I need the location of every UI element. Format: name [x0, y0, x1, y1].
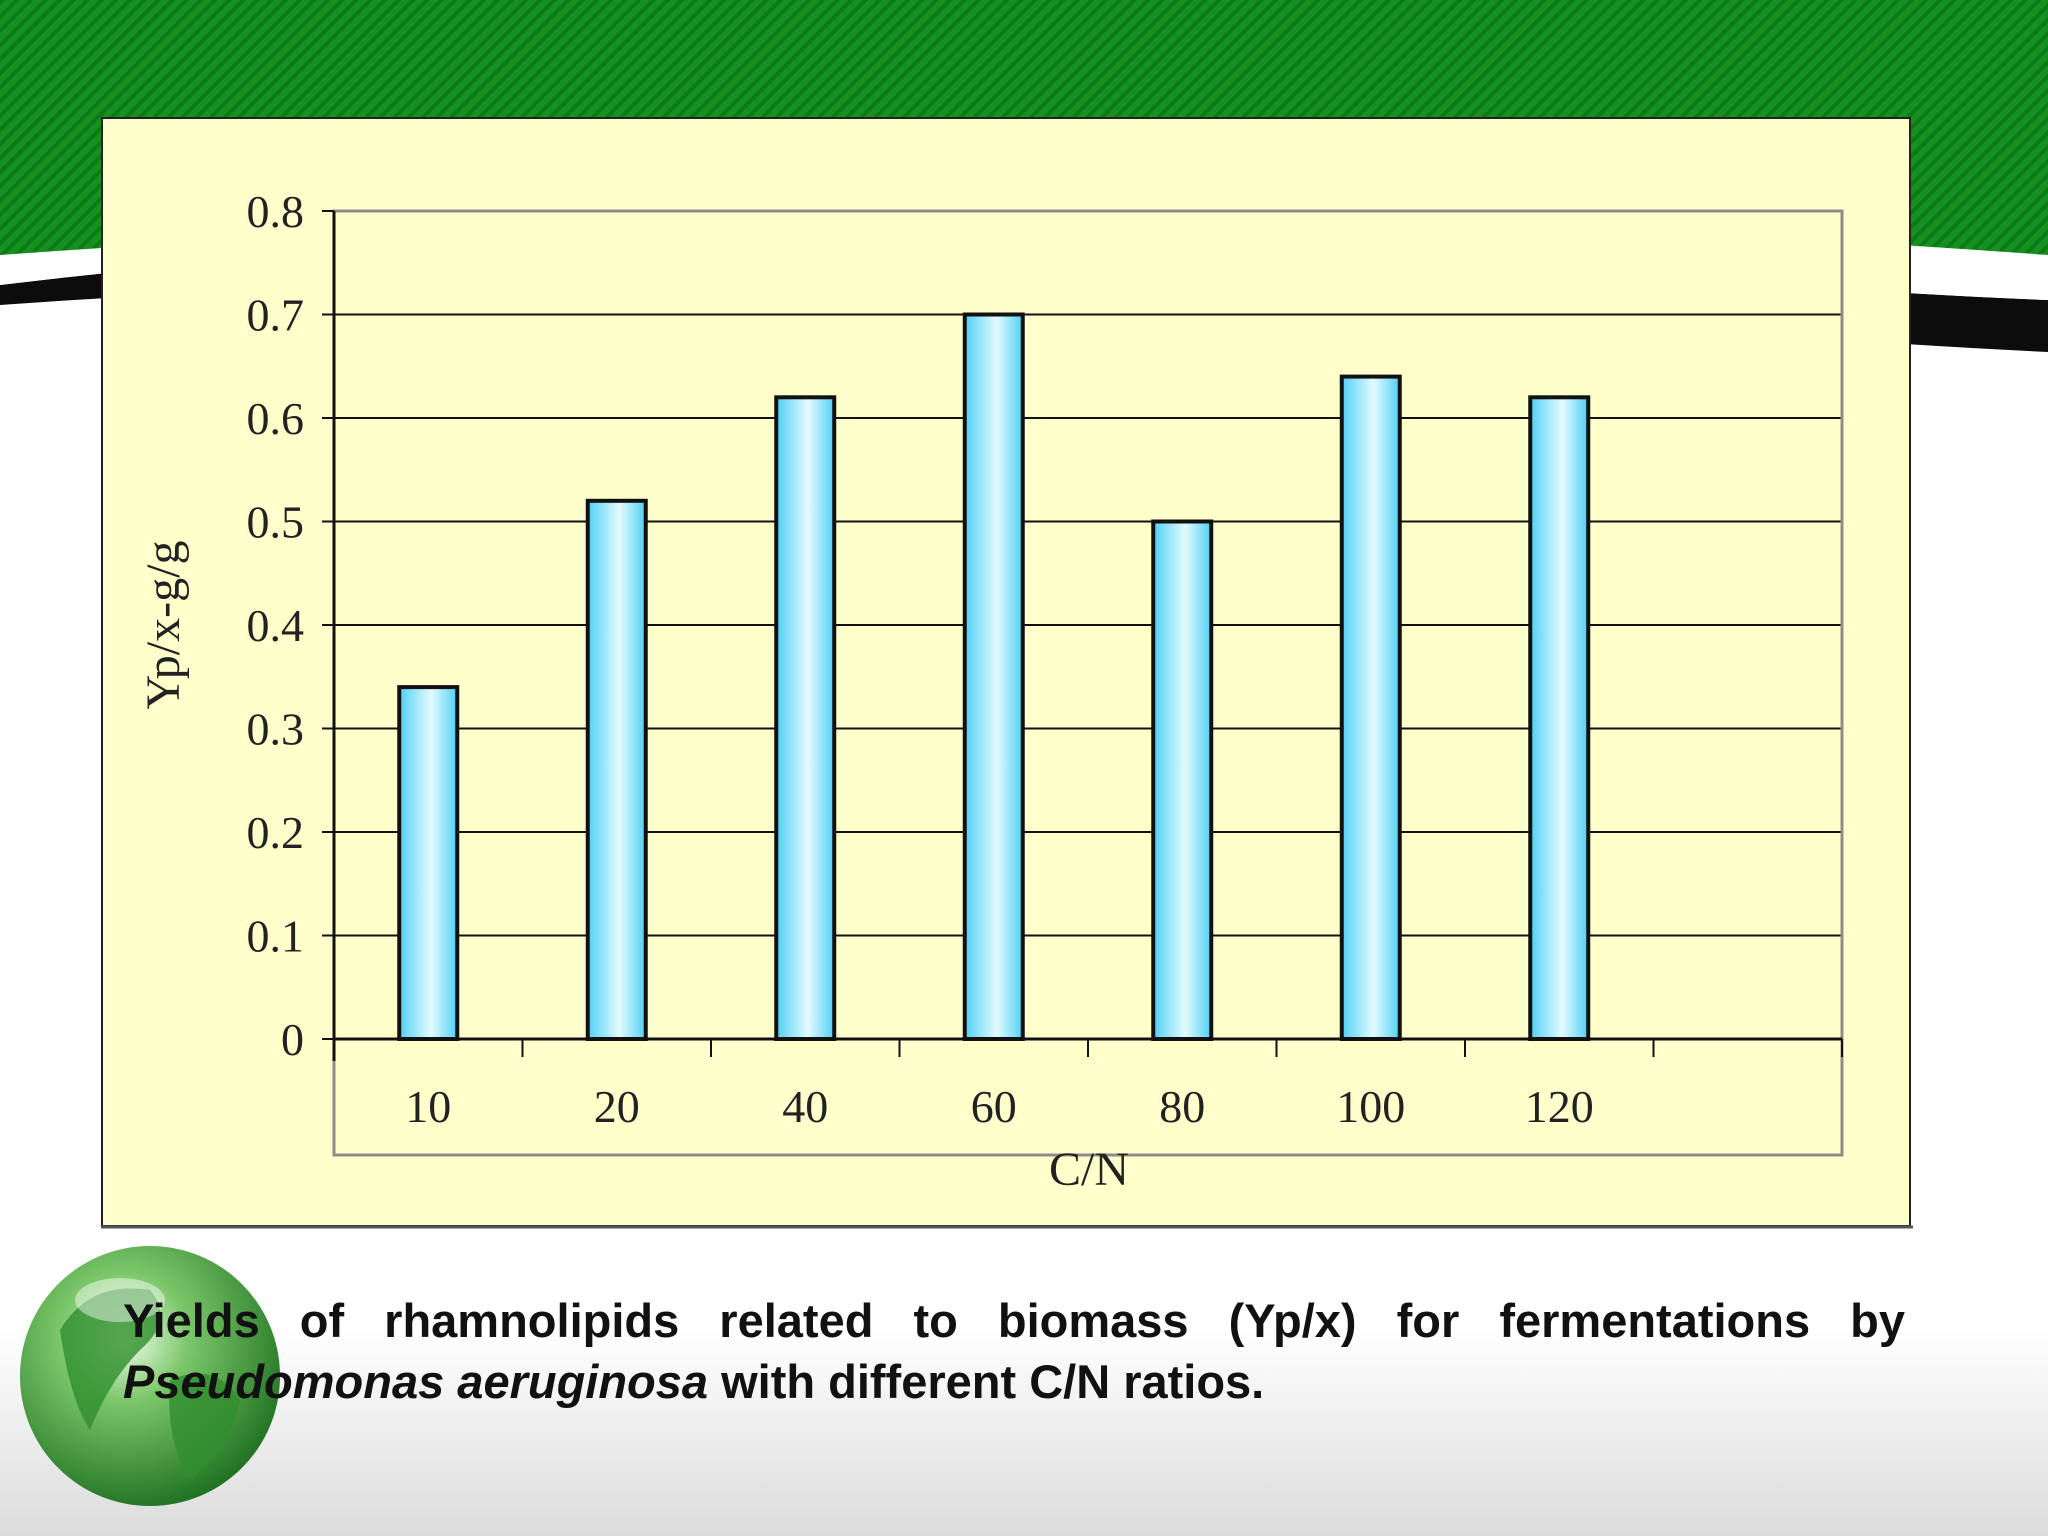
bar: [1528, 395, 1591, 1041]
bar: [585, 498, 648, 1041]
bar: [397, 685, 460, 1041]
figure-caption: Yields of rhamnolipids related to biomas…: [123, 1290, 1905, 1412]
caption-species: Pseudomonas aeruginosa: [123, 1355, 709, 1408]
bar: [962, 312, 1025, 1041]
x-tick-label: 10: [405, 1081, 451, 1132]
y-tick-label: 0.8: [247, 186, 305, 237]
bar: [774, 395, 837, 1041]
caption-line-2: Pseudomonas aeruginosa with different C/…: [123, 1351, 1905, 1412]
y-tick-label: 0: [281, 1014, 304, 1065]
y-tick-label: 0.2: [247, 807, 305, 858]
x-tick-label: 40: [782, 1081, 828, 1132]
chart: 00.10.20.30.40.50.60.70.8 10 20 40 60 80 100 1…: [101, 117, 1913, 1229]
y-tick-label: 0.4: [247, 600, 305, 651]
bar: [1339, 374, 1402, 1042]
gridlines: [334, 313, 1842, 937]
x-tick-label: 80: [1159, 1081, 1205, 1132]
caption-line-1: Yields of rhamnolipids related to biomas…: [123, 1294, 1905, 1347]
y-tick-label: 0.5: [247, 497, 305, 548]
y-tick-labels: 0 0.1 0.2 0.3 0.4 0.5 0.6 0.7 0.8: [247, 186, 334, 1065]
bars: [397, 312, 1591, 1042]
x-axis-label: C/N: [1049, 1143, 1129, 1196]
y-tick-label: 0.3: [247, 704, 305, 755]
caption-rest: with different C/N ratios.: [708, 1355, 1265, 1408]
x-tick-label: 20: [594, 1081, 640, 1132]
bar: [1151, 519, 1214, 1041]
x-tick-label: 60: [971, 1081, 1017, 1132]
x-tick-labels: 10 20 40 60 80 100 120: [333, 1039, 1843, 1132]
y-tick-label: 0.7: [247, 290, 305, 341]
x-tick-label: 100: [1336, 1081, 1405, 1132]
y-axis-label: Yp/x-g/g: [137, 541, 190, 710]
globe-icon: [20, 1246, 280, 1506]
y-tick-label: 0.1: [247, 911, 305, 962]
x-tick-label: 120: [1525, 1081, 1594, 1132]
y-tick-label: 0.6: [247, 393, 305, 444]
